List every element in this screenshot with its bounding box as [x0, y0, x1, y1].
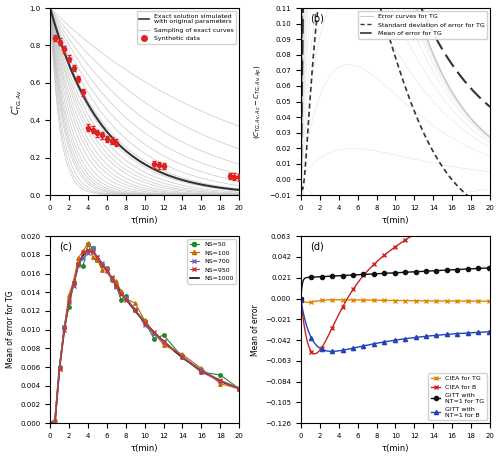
Y-axis label: $C^{*}_{TG,Av}$: $C^{*}_{TG,Av}$ [9, 88, 24, 115]
X-axis label: τ(min): τ(min) [131, 444, 158, 453]
Text: (c): (c) [60, 242, 72, 252]
Y-axis label: $(C_{TG,Av,Ac} - C_{TG,Av,Ap})$: $(C_{TG,Av,Ac} - C_{TG,Av,Ap})$ [252, 64, 264, 139]
Legend: Error curves for TG, Standard deviation of error for TG, Mean of error for TG: Error curves for TG, Standard deviation … [358, 11, 487, 39]
Text: (a): (a) [216, 14, 230, 24]
X-axis label: τ(min): τ(min) [382, 216, 409, 225]
Legend: Exact solution simulated
with original parameters, Sampling of exact curves, Syn: Exact solution simulated with original p… [137, 11, 236, 44]
Y-axis label: Mean of error: Mean of error [250, 304, 260, 356]
Legend: NS=50, NS=100, NS=700, NS=950, NS=1000: NS=50, NS=100, NS=700, NS=950, NS=1000 [188, 239, 236, 284]
X-axis label: τ(min): τ(min) [382, 444, 409, 453]
Text: (d): (d) [310, 242, 324, 252]
X-axis label: τ(min): τ(min) [131, 216, 158, 225]
Text: (b): (b) [310, 14, 324, 24]
Y-axis label: Mean of error for TG: Mean of error for TG [6, 291, 15, 369]
Legend: CIEA for TG, CIEA for B, GITT with
NT=1 for TG, GITT with
NT=1 for B: CIEA for TG, CIEA for B, GITT with NT=1 … [428, 373, 487, 420]
